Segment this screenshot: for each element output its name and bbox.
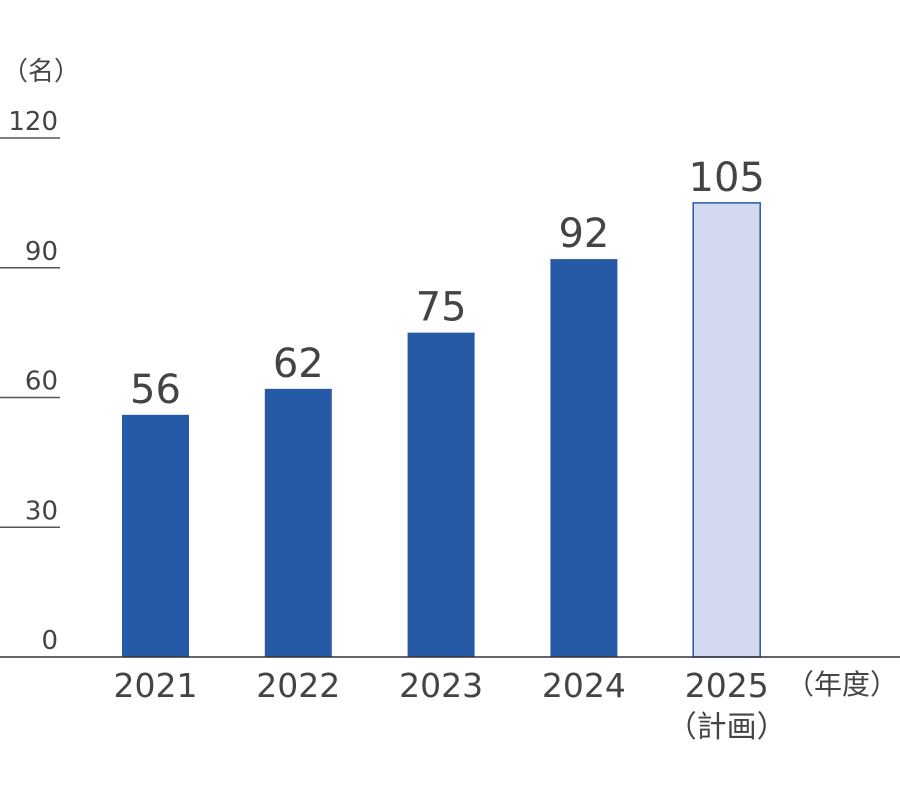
- bar-2025: [692, 202, 761, 658]
- data-label: 62: [273, 341, 324, 387]
- y-tick-label: 60: [25, 367, 58, 397]
- bar-2022: [264, 388, 332, 657]
- y-tick-label: 120: [8, 107, 58, 137]
- x-tick-label: 2021: [114, 666, 198, 705]
- data-label: 105: [689, 155, 765, 201]
- data-label: 75: [416, 285, 467, 331]
- x-tick-label: 2024: [542, 666, 626, 705]
- y-axis-label: （名）: [2, 57, 80, 87]
- x-tick-label: 2025: [685, 666, 769, 705]
- y-tick-label: 30: [25, 496, 58, 526]
- bar-2024: [550, 259, 618, 657]
- x-tick-label: 2023: [399, 666, 483, 705]
- bar-2023: [407, 332, 475, 657]
- bar-2021: [122, 414, 189, 657]
- y-tick-label: 0: [41, 626, 58, 656]
- data-label: 56: [130, 367, 181, 413]
- data-label: 92: [558, 211, 609, 257]
- x-axis-label: （年度）: [786, 668, 898, 701]
- x-tick-label: 2022: [256, 666, 340, 705]
- y-tick-label: 90: [25, 237, 58, 267]
- x-tick-sublabel: （計画）: [667, 710, 787, 745]
